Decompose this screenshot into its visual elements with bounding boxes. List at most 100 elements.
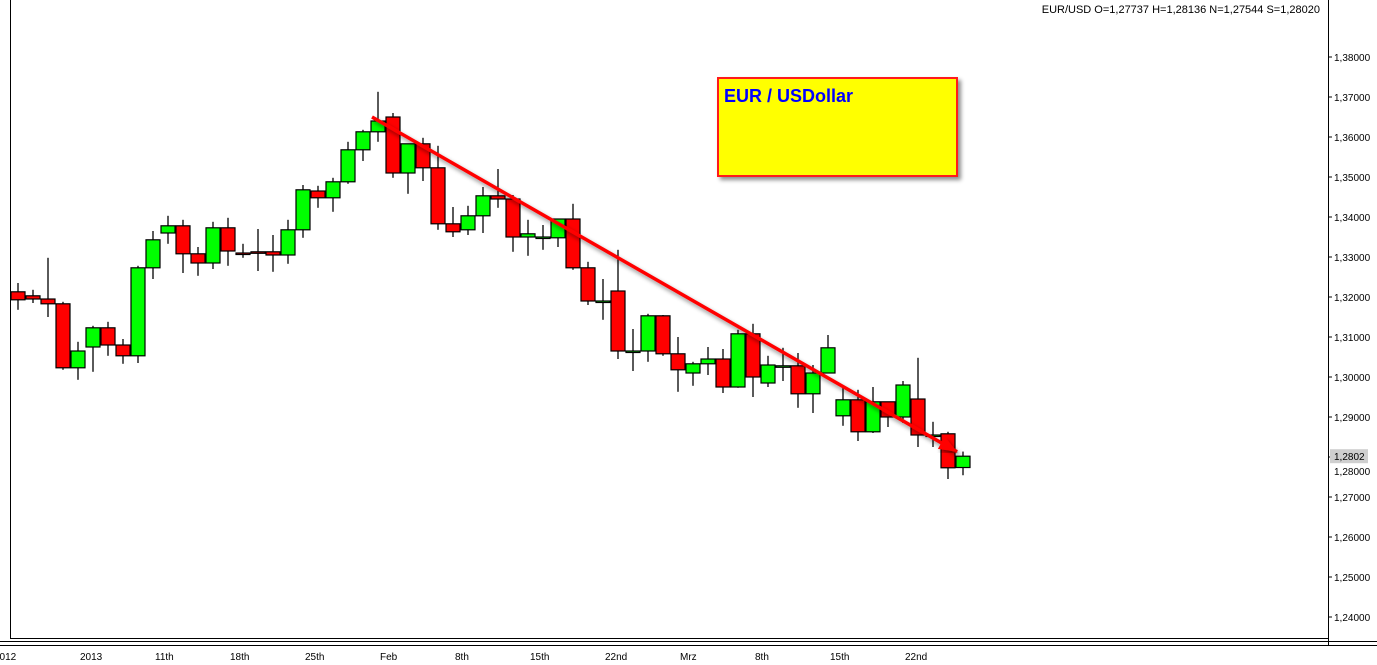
trendline[interactable]: [371, 115, 958, 454]
candle[interactable]: [190, 247, 206, 276]
candle[interactable]: [295, 185, 311, 238]
candle[interactable]: [940, 431, 956, 479]
candle[interactable]: [670, 337, 686, 392]
candle[interactable]: [235, 243, 251, 258]
price-axis: 1,38000 1,37000 1,36000 1,35000 1,34000 1,330…: [1328, 53, 1371, 624]
candle[interactable]: [100, 321, 116, 356]
candle[interactable]: [325, 177, 341, 212]
candle[interactable]: [160, 215, 176, 244]
candle[interactable]: [475, 187, 491, 233]
candle-body-up: [730, 333, 746, 388]
time-tick-label: 25th: [305, 652, 324, 663]
price-tick-label: 1,35000: [1334, 173, 1371, 184]
price-tick-label: 1,25000: [1334, 573, 1371, 584]
candle[interactable]: [535, 225, 551, 250]
candle[interactable]: [955, 451, 971, 476]
candle-body-down: [250, 251, 266, 254]
time-tick-label: 8th: [755, 652, 769, 663]
candle[interactable]: [835, 385, 851, 426]
candle-body-down: [115, 344, 131, 357]
candle[interactable]: [85, 325, 101, 372]
candle[interactable]: [850, 389, 866, 441]
candle-body-up: [685, 363, 701, 374]
candle[interactable]: [250, 229, 266, 271]
candle[interactable]: [25, 289, 41, 303]
candle[interactable]: [520, 219, 536, 256]
time-tick-label: Mrz: [680, 652, 697, 663]
candle[interactable]: [400, 143, 416, 194]
candle[interactable]: [310, 185, 326, 208]
candle-body-up: [280, 229, 296, 256]
last-price-marker: [1330, 449, 1368, 464]
candle[interactable]: [820, 335, 836, 374]
candle[interactable]: [130, 265, 146, 363]
candle[interactable]: [640, 313, 656, 362]
candle[interactable]: [580, 261, 596, 305]
candle[interactable]: [445, 207, 461, 237]
candle-body-down: [100, 327, 116, 346]
candle-body-up: [835, 399, 851, 417]
candle[interactable]: [655, 315, 671, 356]
candle-body-up: [955, 455, 971, 469]
candle-body-down: [790, 365, 806, 395]
price-tick-label: 1,27000: [1334, 493, 1371, 504]
candle[interactable]: [355, 129, 371, 161]
candle-body-up: [625, 350, 641, 354]
annotation-box[interactable]: EUR / USDollar: [717, 77, 958, 177]
candle[interactable]: [40, 257, 56, 317]
candle[interactable]: [805, 365, 821, 413]
candle-body-down: [565, 218, 581, 269]
candle-body-down: [310, 190, 326, 199]
candle[interactable]: [460, 205, 476, 235]
candle[interactable]: [730, 329, 746, 388]
candle[interactable]: [280, 219, 296, 264]
candle[interactable]: [385, 113, 401, 178]
candle[interactable]: [865, 387, 881, 433]
candle-body-up: [340, 149, 356, 183]
candle-body-down: [10, 291, 26, 301]
candle[interactable]: [625, 329, 641, 371]
candle-body-down: [265, 251, 281, 256]
candle[interactable]: [505, 195, 521, 252]
candle[interactable]: [55, 301, 71, 370]
candle-body-down: [40, 298, 56, 305]
candle-body-up: [775, 365, 791, 368]
candle[interactable]: [205, 221, 221, 269]
candle-body-down: [610, 290, 626, 352]
candle-body-down: [175, 225, 191, 255]
candle[interactable]: [685, 361, 701, 386]
candle-body-down: [670, 353, 686, 371]
candle[interactable]: [220, 217, 236, 266]
time-tick-label: 11th: [155, 652, 174, 663]
candle[interactable]: [700, 347, 716, 375]
price-tick-label: 1,31000: [1334, 333, 1371, 344]
candle[interactable]: [115, 339, 131, 364]
candle[interactable]: [145, 231, 161, 279]
candle-body-up: [70, 350, 86, 369]
candle[interactable]: [10, 283, 26, 310]
candle[interactable]: [610, 249, 626, 359]
candle[interactable]: [340, 141, 356, 184]
candle[interactable]: [760, 355, 776, 387]
candle[interactable]: [265, 235, 281, 272]
candle-body-up: [325, 181, 341, 199]
trendline-group[interactable]: [371, 115, 958, 454]
candle[interactable]: [70, 341, 86, 380]
candle[interactable]: [790, 353, 806, 408]
time-tick-label: 15th: [530, 652, 549, 663]
last-price-label: 1,2802: [1334, 452, 1365, 463]
candle-body-up: [85, 327, 101, 348]
candle-body-down: [55, 303, 71, 369]
time-tick-label: 8th: [455, 652, 469, 663]
candle-body-up: [700, 358, 716, 365]
price-tick-label: 1,36000: [1334, 133, 1371, 144]
candle[interactable]: [175, 219, 191, 273]
time-tick-label: 2013: [80, 652, 103, 663]
candle-body-up: [205, 227, 221, 264]
candle[interactable]: [715, 349, 731, 393]
candle-body-up: [640, 315, 656, 352]
candle[interactable]: [895, 381, 911, 423]
candle[interactable]: [430, 145, 446, 230]
candle[interactable]: [595, 279, 611, 320]
